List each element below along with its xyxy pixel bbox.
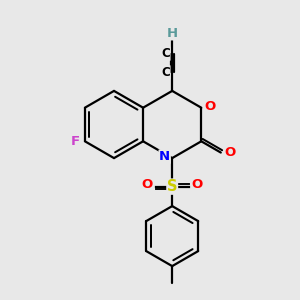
Text: C: C [161,66,170,79]
Text: S: S [167,179,177,194]
Text: O: O [205,100,216,113]
Text: N: N [159,150,170,163]
Text: O: O [142,178,153,191]
Text: O: O [191,178,203,191]
Text: O: O [224,146,236,159]
Text: F: F [71,135,80,148]
Text: C: C [161,47,170,60]
Text: H: H [167,27,178,40]
